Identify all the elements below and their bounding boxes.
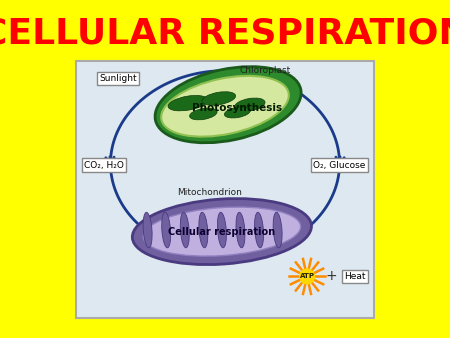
Ellipse shape xyxy=(236,212,245,248)
Ellipse shape xyxy=(225,107,250,118)
Text: +: + xyxy=(325,269,337,284)
Ellipse shape xyxy=(234,98,265,111)
Ellipse shape xyxy=(132,198,311,265)
Text: ATP: ATP xyxy=(300,273,315,280)
Ellipse shape xyxy=(202,92,236,105)
Text: Chloroplast: Chloroplast xyxy=(239,66,291,75)
Ellipse shape xyxy=(217,212,226,248)
Text: Cellular respiration: Cellular respiration xyxy=(168,227,275,237)
Ellipse shape xyxy=(161,76,289,137)
Ellipse shape xyxy=(189,108,217,120)
Ellipse shape xyxy=(143,207,301,256)
Ellipse shape xyxy=(255,212,264,248)
Ellipse shape xyxy=(273,212,282,248)
Text: O₂, Glucose: O₂, Glucose xyxy=(313,161,366,170)
Text: Sunlight: Sunlight xyxy=(99,74,137,83)
Text: Photosynthesis: Photosynthesis xyxy=(192,103,283,113)
Ellipse shape xyxy=(162,212,171,248)
Text: Heat: Heat xyxy=(344,272,366,281)
Ellipse shape xyxy=(180,212,189,248)
Ellipse shape xyxy=(168,95,208,111)
Circle shape xyxy=(300,269,315,284)
Ellipse shape xyxy=(155,67,301,143)
Text: CO₂, H₂O: CO₂, H₂O xyxy=(84,161,124,170)
Text: CELLULAR RESPIRATION: CELLULAR RESPIRATION xyxy=(0,17,450,50)
FancyBboxPatch shape xyxy=(76,62,373,318)
Ellipse shape xyxy=(199,212,208,248)
Text: Mitochondrion: Mitochondrion xyxy=(177,188,242,197)
Ellipse shape xyxy=(143,212,152,248)
